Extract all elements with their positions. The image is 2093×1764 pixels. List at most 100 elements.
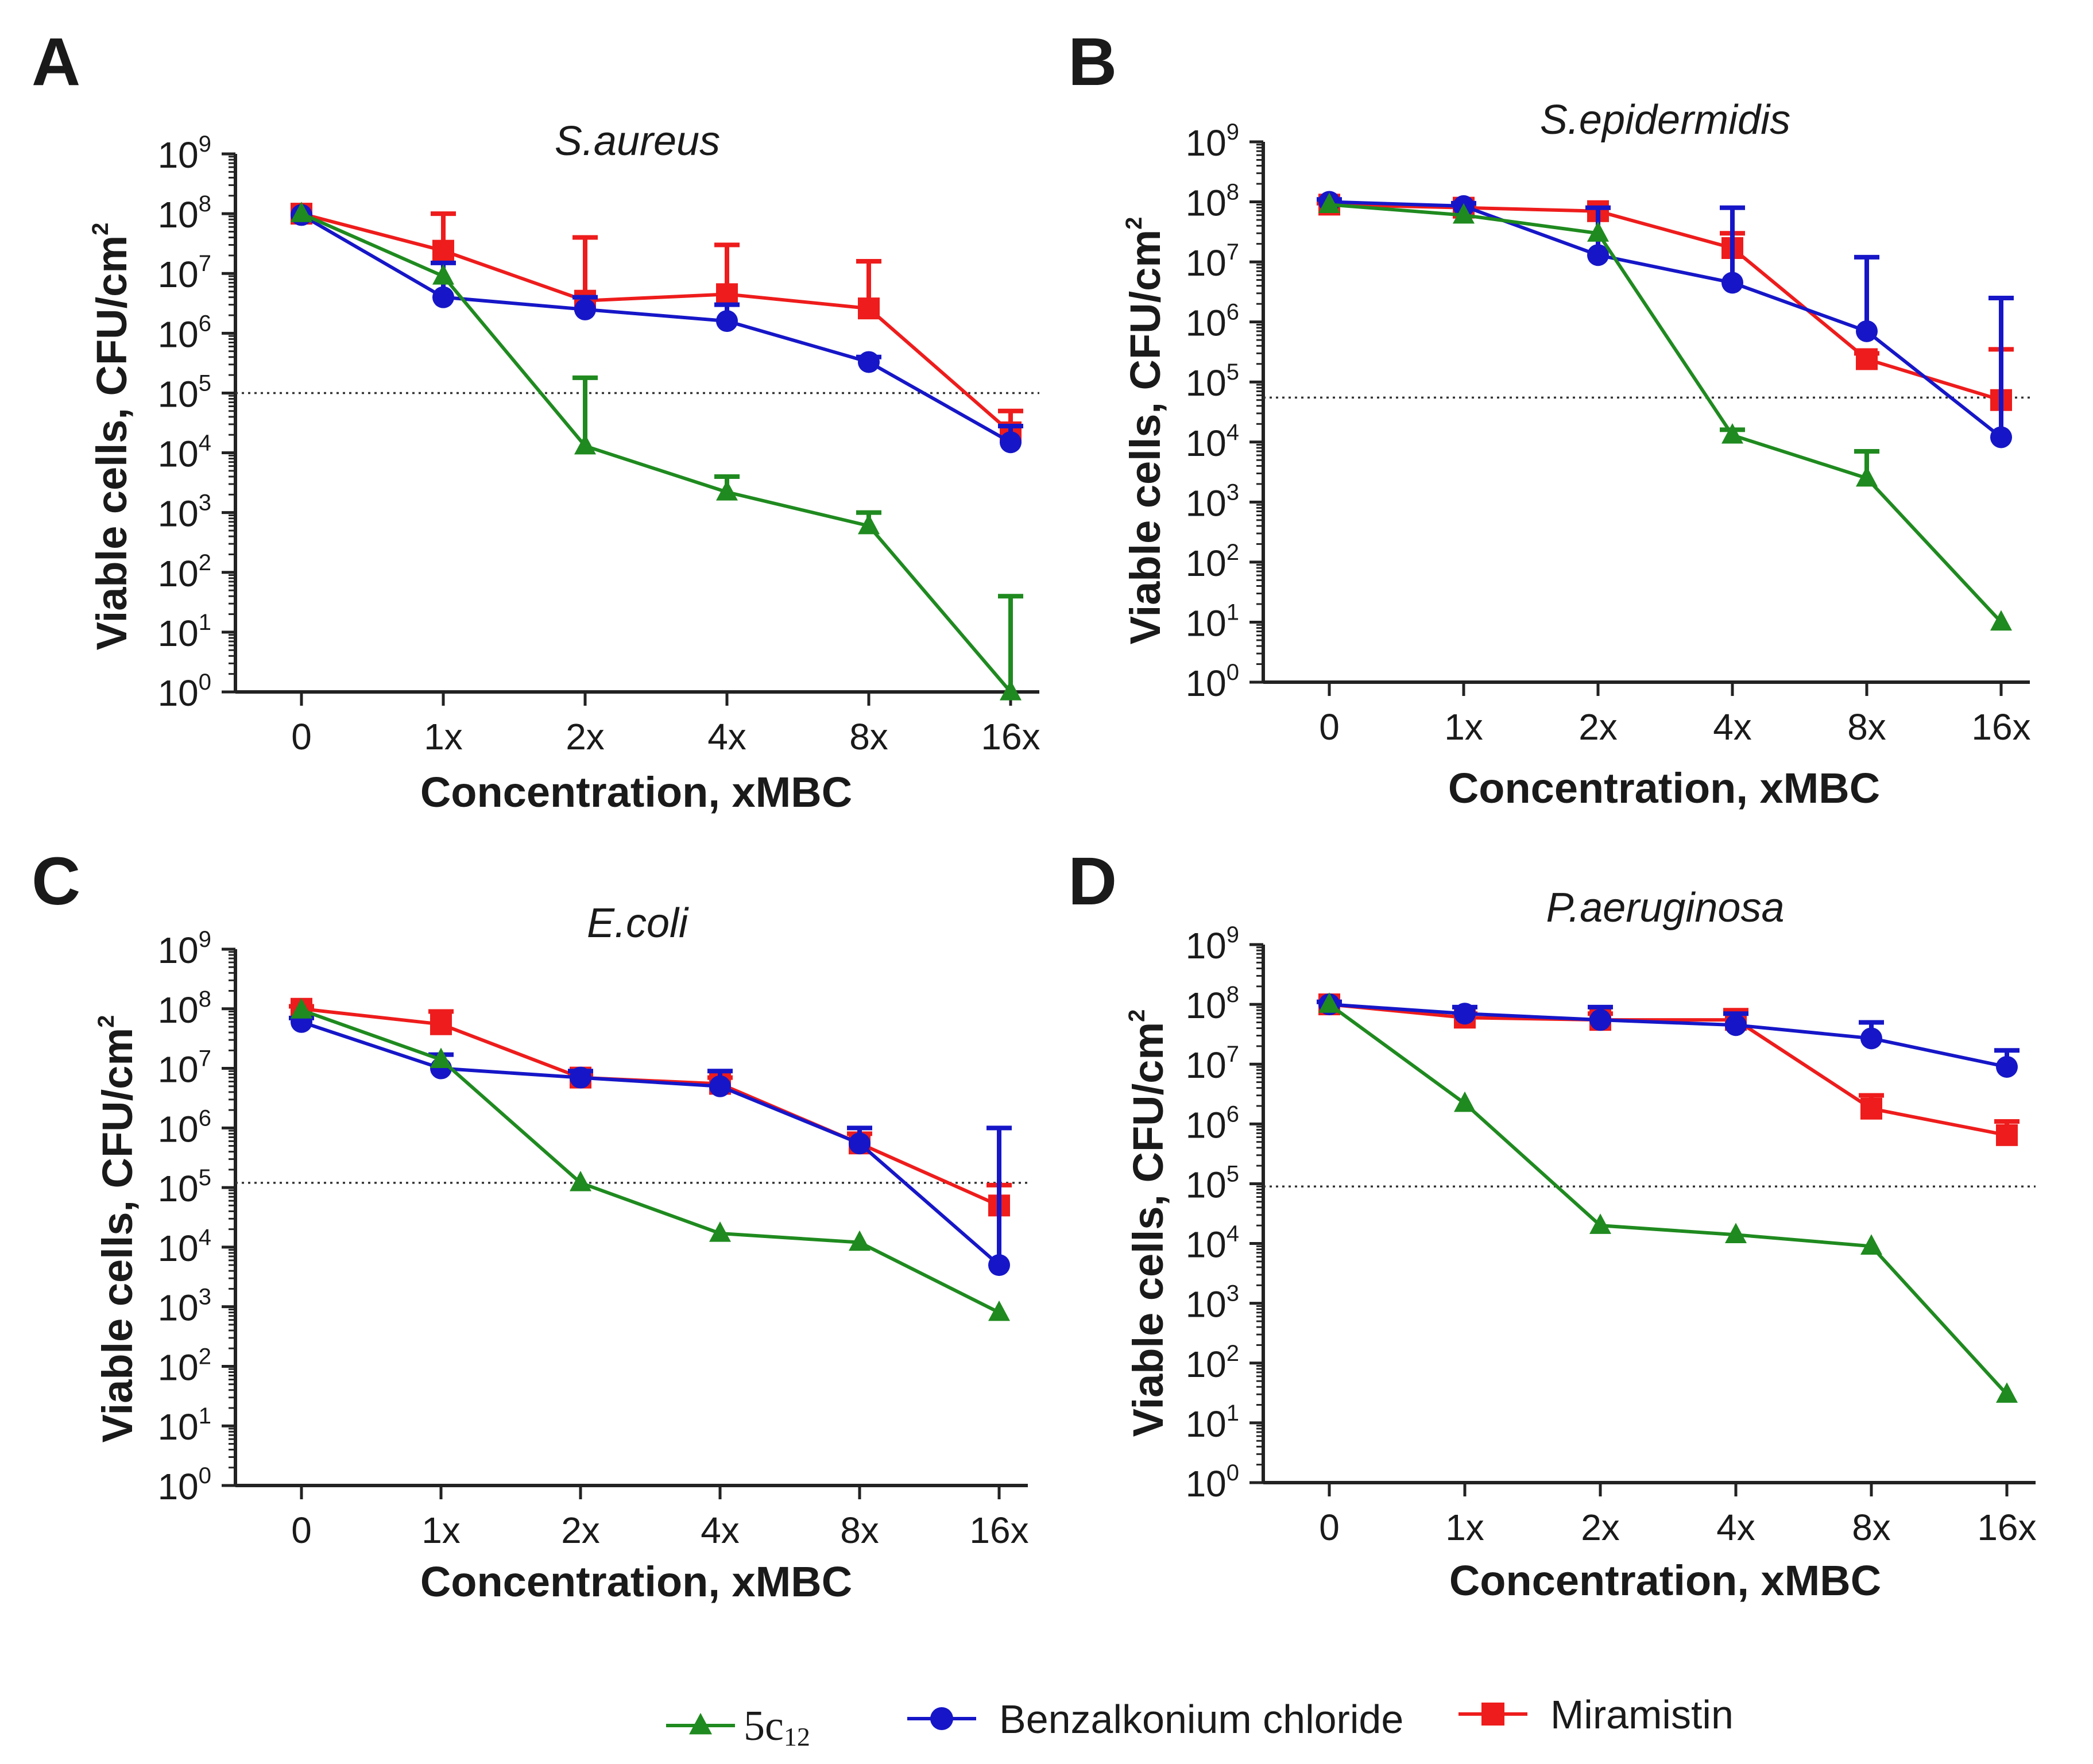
y-tick-labels-d: 100 101 102 103 104 105 106 107 108 109 [1186,922,1239,1504]
y-tick-exp: 2 [199,1344,211,1369]
panel-title-b: S.epidermidis [1540,97,1790,143]
y-tick-exp: 6 [199,311,211,336]
svg-text:109: 109 [1186,119,1239,164]
series-line [1329,1003,2007,1137]
svg-text:100: 100 [158,1463,211,1507]
data-point [1589,1009,1611,1031]
data-point [709,1221,731,1242]
y-tick-labels-b: 100 101 102 103 104 105 106 107 108 109 [1186,119,1239,704]
data-point [1990,426,2012,448]
y-tick-exp: 0 [1227,1460,1239,1486]
x-tick-labels-b: 0 1x 2x 4x 8x 16x [1319,706,2030,748]
y-tick-base: 10 [158,493,199,535]
x-tick-label: 1x [1445,1507,1484,1548]
svg-text:108: 108 [158,191,211,235]
y-tick-base: 10 [158,1168,199,1209]
y-tick-base: 10 [158,194,199,235]
y-tick-exp: 3 [1227,479,1239,505]
y-axis-label-b: Viable cells, CFU/cm2 [1121,217,1169,645]
data-point [716,480,738,501]
y-tick-exp: 5 [1227,359,1239,385]
y-axis-label-d: Viable cells, CFU/cm2 [1124,1009,1172,1437]
data-point [1860,1027,1882,1050]
y-tick-base: 10 [1186,1344,1227,1385]
x-tick-label: 4x [1713,706,1752,748]
series-line [1329,1003,2007,1069]
svg-text:107: 107 [158,1046,211,1090]
y-tick-base: 10 [158,1108,199,1150]
panel-letter-c: C [32,844,80,919]
svg-text:105: 105 [1186,359,1239,404]
data-point [570,1066,591,1089]
svg-text:103: 103 [158,490,211,535]
svg-text:105: 105 [158,1165,211,1209]
data-point [858,513,880,535]
y-tick-base: 10 [158,434,199,475]
series-line [1329,200,2002,439]
series-5c12 [1318,992,2018,1403]
plot-area-a [222,152,1039,706]
svg-text:104: 104 [158,431,211,475]
x-tick-label: 0 [291,716,312,757]
series-5c12 [291,202,1023,701]
data-point [432,286,454,308]
data-point [1000,680,1022,701]
series-line [1328,1003,2009,1396]
y-tick-base: 10 [158,1406,199,1448]
plot-area-d [1249,943,2036,1496]
x-tick-label: 2x [561,1510,600,1551]
svg-text:106: 106 [158,1105,211,1150]
plot-area-c [222,947,1028,1499]
data-point [1721,272,1743,294]
y-tick-base: 10 [158,1466,199,1507]
series-line [300,213,1012,444]
data-point [1454,1003,1476,1025]
y-tick-base: 10 [158,254,199,295]
y-tick-exp: 0 [199,670,211,695]
svg-text:100: 100 [1186,1460,1239,1504]
y-tick-base: 10 [1186,122,1227,164]
svg-text:107: 107 [1186,1042,1239,1086]
y-tick-exp: 2 [199,550,211,575]
panel-letter-b: B [1068,24,1117,100]
y-tick-exp: 5 [199,370,211,396]
legend-label-benzalkonium: Benzalkonium chloride [999,1697,1403,1742]
legend-marker [1481,1703,1504,1726]
y-tick-base: 10 [158,1347,199,1388]
x-tick-label: 16x [1977,1507,2036,1548]
svg-text:100: 100 [1186,660,1239,704]
panel-title-d: P.aeruginosa [1546,885,1784,931]
series-miramistin [291,203,1023,443]
y-tick-exp: 1 [1227,1401,1239,1426]
series-5c12 [1318,192,2012,631]
data-point [1587,244,1609,266]
x-tick-label: 4x [1716,1507,1755,1548]
x-tick-label: 2x [1581,1507,1620,1548]
svg-text:106: 106 [158,311,211,355]
y-tick-exp: 0 [199,1463,211,1488]
y-tick-exp: 9 [199,131,211,157]
data-point [1860,1097,1882,1120]
data-point [1454,1091,1476,1112]
x-axis-label-b: Concentration, xMBC [1448,764,1880,812]
x-tick-labels-d: 0 1x 2x 4x 8x 16x [1319,1507,2036,1548]
x-axis-label-a: Concentration, xMBC [420,768,852,816]
legend-symbol-benzalkonium [907,1707,976,1730]
svg-text:101: 101 [158,610,211,654]
y-tick-labels-c: 100 101 102 103 104 105 106 107 108 109 [158,927,211,1507]
data-point [1587,221,1609,242]
y-tick-base: 10 [158,613,199,654]
data-point [988,1254,1010,1276]
y-tick-exp: 6 [199,1105,211,1131]
y-tick-exp: 7 [1227,1042,1239,1067]
data-point [291,998,312,1019]
y-tick-exp: 3 [199,490,211,516]
series-miramistin [1317,194,2014,411]
y-tick-exp: 9 [1227,922,1239,947]
data-point [1318,992,1340,1013]
y-tick-base: 10 [1186,1045,1227,1086]
svg-text:Viable cells, CFU/cm2: Viable cells, CFU/cm2 [88,223,136,651]
panel-c: C E.coli Viable cells, CFU/cm2 100 101 1… [32,844,1029,1606]
y-tick-exp: 3 [1227,1281,1239,1306]
